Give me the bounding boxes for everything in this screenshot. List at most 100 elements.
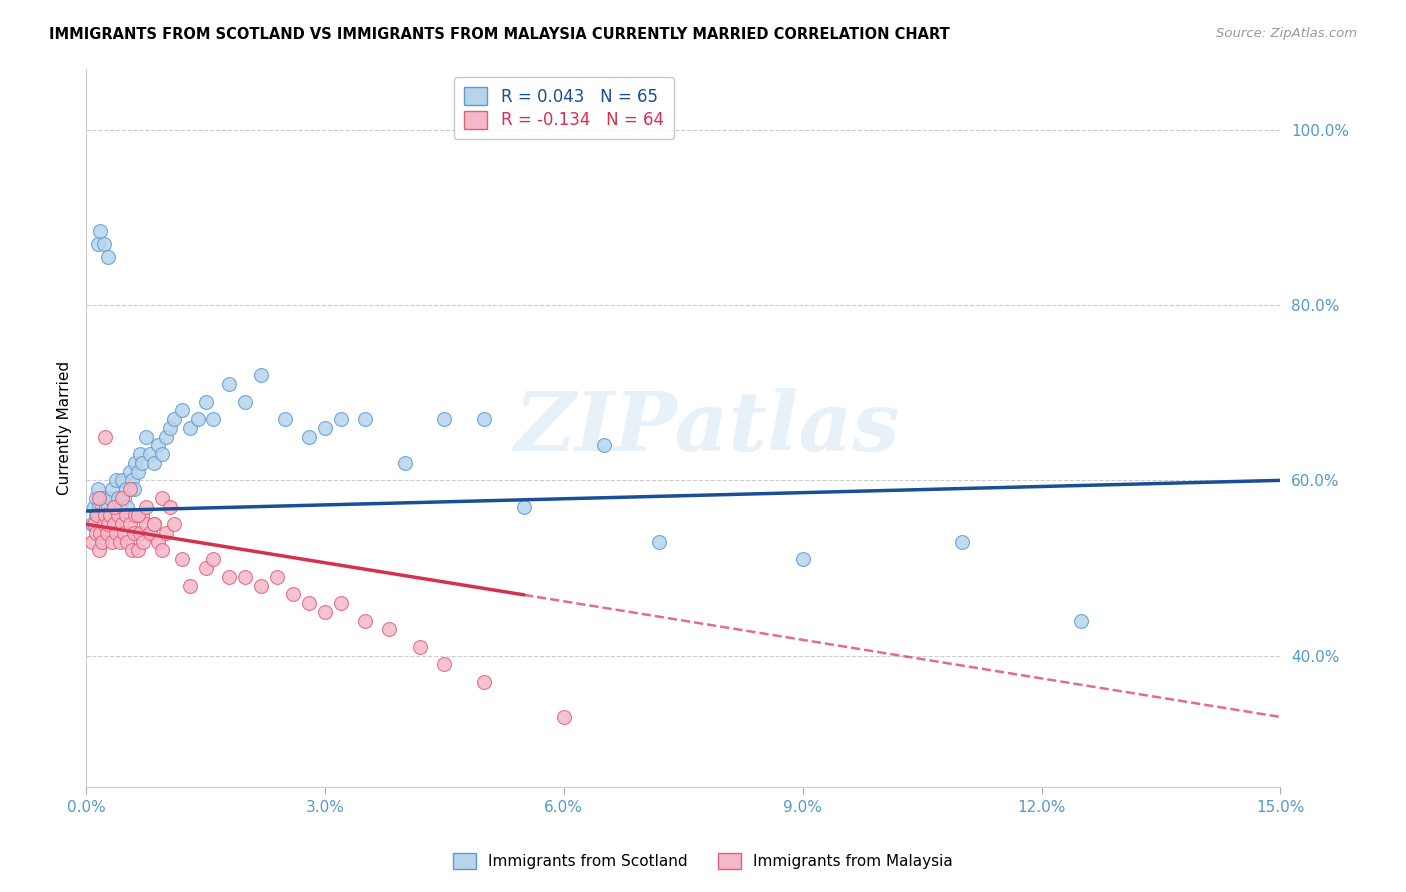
Y-axis label: Currently Married: Currently Married (58, 360, 72, 495)
Point (107, 491, 129, 505)
Point (105, 474, 128, 488)
Point (87, 491, 110, 505)
Point (121, 543, 143, 558)
Point (233, 570, 256, 584)
Point (111, 474, 134, 488)
Point (117, 534, 139, 549)
Point (146, 438, 169, 452)
Point (127, 465, 149, 479)
Point (115, 508, 138, 523)
Point (100, 534, 122, 549)
Point (472, 412, 495, 426)
Point (87, 236, 110, 251)
Point (127, 508, 149, 523)
Point (87, 482, 110, 496)
Point (132, 534, 155, 549)
Point (179, 421, 201, 435)
Point (93, 236, 115, 251)
Point (142, 517, 165, 532)
Text: Source: ZipAtlas.com: Source: ZipAtlas.com (1216, 27, 1357, 40)
Point (94, 429, 117, 443)
Point (129, 447, 152, 461)
Point (314, 421, 336, 435)
Point (131, 456, 153, 470)
Point (139, 525, 162, 540)
Point (150, 447, 173, 461)
Point (159, 500, 181, 514)
Point (150, 543, 173, 558)
Point (135, 500, 157, 514)
Point (121, 474, 143, 488)
Point (89, 525, 111, 540)
Point (163, 517, 186, 532)
Point (122, 525, 145, 540)
Point (233, 394, 256, 409)
Point (472, 674, 495, 689)
Point (91, 500, 114, 514)
Point (194, 561, 217, 575)
Point (82, 534, 104, 549)
Legend: R = 0.043   N = 65, R = -0.134   N = 64: R = 0.043 N = 65, R = -0.134 N = 64 (454, 77, 673, 139)
Point (250, 368, 273, 383)
Point (592, 438, 614, 452)
Point (281, 587, 304, 601)
Point (118, 517, 141, 532)
Point (159, 421, 181, 435)
Point (129, 525, 152, 540)
Point (163, 412, 186, 426)
Point (97, 500, 120, 514)
Point (377, 623, 399, 637)
Point (155, 525, 177, 540)
Point (103, 517, 125, 532)
Point (105, 525, 128, 540)
Point (1070, 614, 1092, 628)
Point (433, 657, 456, 672)
Point (150, 491, 173, 505)
Legend: Immigrants from Scotland, Immigrants from Malaysia: Immigrants from Scotland, Immigrants fro… (447, 847, 959, 875)
Point (142, 517, 165, 532)
Point (108, 500, 131, 514)
Point (94, 508, 117, 523)
Point (83, 500, 105, 514)
Point (84, 525, 107, 540)
Point (89, 508, 111, 523)
Point (218, 376, 240, 391)
Point (112, 491, 135, 505)
Point (553, 710, 575, 724)
Point (131, 508, 153, 523)
Point (111, 517, 134, 532)
Point (139, 447, 162, 461)
Point (117, 500, 139, 514)
Text: IMMIGRANTS FROM SCOTLAND VS IMMIGRANTS FROM MALAYSIA CURRENTLY MARRIED CORRELATI: IMMIGRANTS FROM SCOTLAND VS IMMIGRANTS F… (49, 27, 950, 42)
Point (115, 482, 138, 496)
Point (84, 508, 107, 523)
Point (98, 491, 121, 505)
Point (82, 517, 104, 532)
Point (94, 500, 117, 514)
Point (107, 508, 129, 523)
Point (329, 596, 352, 610)
Point (353, 614, 375, 628)
Point (118, 465, 141, 479)
Point (122, 482, 145, 496)
Point (87, 543, 110, 558)
Point (93, 491, 115, 505)
Point (135, 517, 157, 532)
Point (98, 508, 121, 523)
Point (86, 491, 108, 505)
Point (111, 491, 134, 505)
Point (96, 525, 118, 540)
Point (648, 534, 671, 549)
Point (124, 456, 146, 470)
Point (274, 412, 297, 426)
Text: ZIPatlas: ZIPatlas (515, 388, 900, 467)
Point (91, 534, 114, 549)
Point (194, 394, 217, 409)
Point (298, 429, 321, 443)
Point (87, 500, 110, 514)
Point (170, 403, 193, 417)
Point (186, 412, 208, 426)
Point (103, 500, 125, 514)
Point (89, 491, 111, 505)
Point (93, 508, 115, 523)
